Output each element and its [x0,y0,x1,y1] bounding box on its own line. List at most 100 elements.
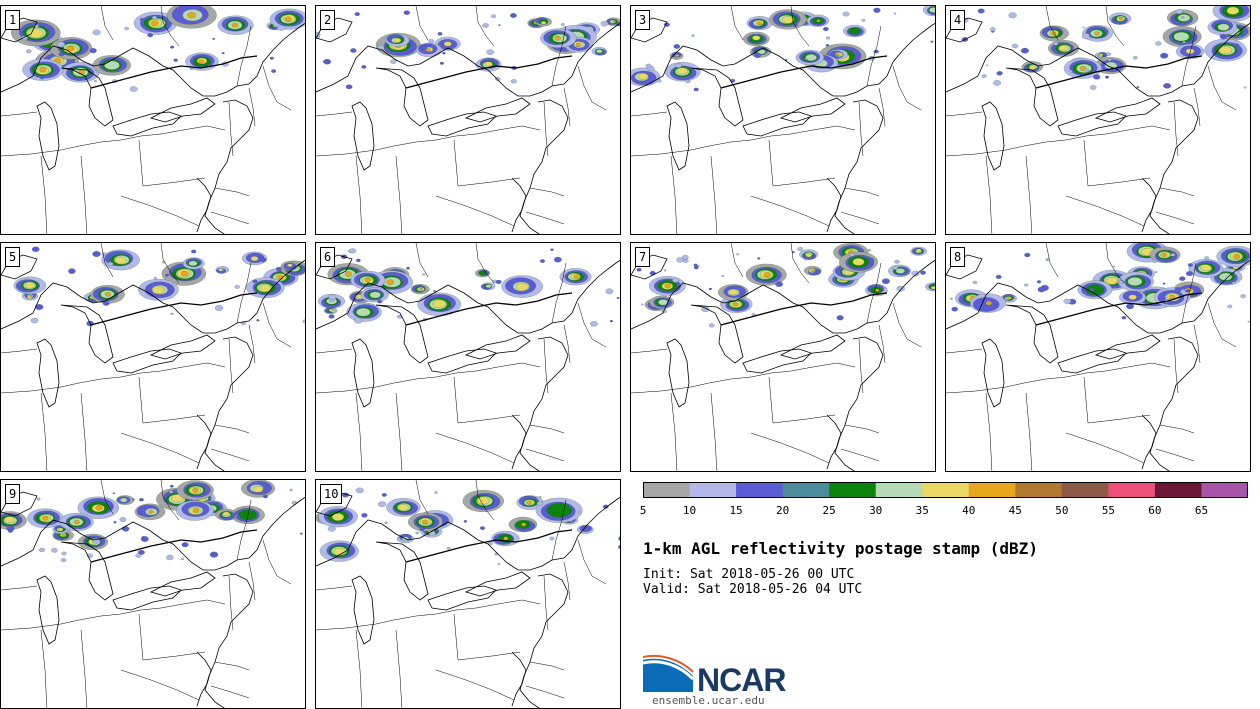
echo-yellow [28,28,44,39]
echo-cell [377,299,383,304]
echo-cell [302,319,305,324]
echo-cell [221,52,225,55]
colorbar-swatch-0 [643,482,691,498]
state-border [415,243,429,278]
echo-yellow [677,67,689,75]
state-border [453,613,459,661]
state-border [529,424,565,434]
state-border [1207,65,1237,111]
echo-cell [433,290,436,293]
echo-orange [422,519,429,525]
state-border [435,432,515,464]
echo-cell [804,258,807,261]
colorbar-tick-label: 15 [729,504,743,517]
echo-cell [1045,258,1049,261]
echo-cell [439,61,444,65]
coastline [519,573,569,708]
echo-cell [1182,40,1186,44]
echo-cell [446,546,451,550]
echo-cell [490,14,497,19]
state-border [1105,6,1125,47]
echo-yellow [1226,6,1240,15]
echo-cell [51,547,58,553]
echo-cell [172,282,177,286]
echo-cell [536,501,544,506]
echo-cell [1179,276,1186,282]
echo-orange [554,35,561,41]
echo-cell [539,259,546,263]
echo-yellow [515,282,529,292]
echo-cell [124,26,129,31]
echo-orange [763,272,771,278]
coastline [149,334,216,360]
state-border [670,392,678,471]
echo-light-green [1219,272,1233,281]
member-panel-9: 9 [0,479,306,709]
echo-cell [165,554,174,561]
echo-orange [386,279,394,286]
state-border [1087,177,1151,187]
echo-cell [842,11,850,17]
echo-cell [685,66,689,69]
echo-cell [986,64,989,67]
echo-cell [403,10,411,15]
echo-orange [1094,31,1100,36]
coastline [511,651,527,707]
state-border [316,125,541,157]
state-border [1,599,226,631]
member-map-2 [316,6,620,234]
coastline [1149,99,1199,234]
echo-cell [892,265,899,270]
echo-orange [95,505,103,511]
echo-cell [170,45,175,49]
state-border [631,362,856,394]
colorbar-tick-label: 60 [1148,504,1162,517]
state-border [100,243,114,278]
echo-orange [148,509,154,514]
echo-yellow [752,35,761,41]
state-border [142,414,206,424]
echo-cell [989,27,996,32]
echo-cell [169,490,174,494]
coastline [375,541,429,601]
colorbar-swatch-1 [689,482,737,498]
echo-cell [600,20,609,27]
echo-yellow [333,547,346,556]
echo-cell [911,270,920,277]
echo-cell [107,261,114,266]
coastline [351,101,375,171]
colorbar-swatch-3 [782,482,830,498]
state-border [840,211,880,225]
coastline [834,336,884,471]
state-border [262,65,292,111]
coastline [149,97,216,123]
echo-cell [486,49,495,56]
echo-cell [673,44,681,49]
state-border [790,6,810,47]
coastline [204,336,254,471]
echo-cell [550,248,554,251]
state-border [355,392,363,471]
echo-cell [92,29,101,36]
echo-cell [36,497,41,501]
echo-cell [151,15,158,20]
echo-cell [173,58,178,62]
state-border [355,629,363,708]
coastline [112,111,182,137]
state-border [750,195,830,227]
echo-cell [791,22,798,27]
state-border [1181,262,1197,324]
colorbar-swatch-10 [1108,482,1156,498]
echo-cell [1163,83,1172,89]
echo-orange [180,270,189,277]
state-border [543,338,549,394]
member-map-7 [631,243,935,471]
echo-orange [344,271,353,277]
init-label: Init: [643,567,683,582]
state-border [248,87,256,127]
echo-cell [618,536,620,541]
init-time: Sat 2018-05-26 00 UTC [689,567,855,582]
member-map-3 [631,6,935,234]
echo-cell [868,257,875,262]
echo-orange [419,287,423,291]
